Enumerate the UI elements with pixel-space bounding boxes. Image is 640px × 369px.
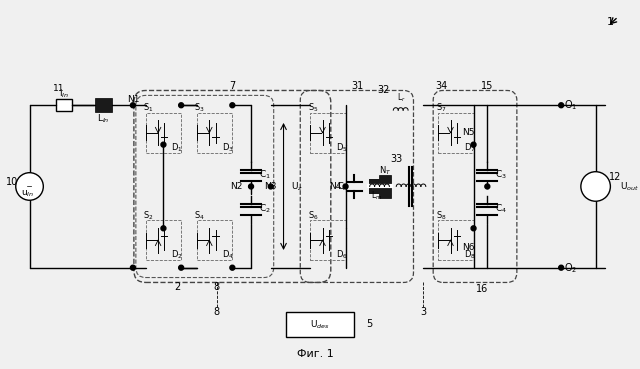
Circle shape xyxy=(485,184,490,189)
Bar xyxy=(379,175,391,198)
Text: D$_7$: D$_7$ xyxy=(464,141,476,154)
Text: 3: 3 xyxy=(420,307,426,317)
Text: i$_{In}$: i$_{In}$ xyxy=(59,87,69,100)
Text: S$_1$: S$_1$ xyxy=(143,102,154,114)
Circle shape xyxy=(343,184,348,189)
Bar xyxy=(310,113,346,152)
Text: D$_3$: D$_3$ xyxy=(223,141,234,154)
Text: u$_{In}$: u$_{In}$ xyxy=(21,188,34,199)
Circle shape xyxy=(230,265,235,270)
Text: N4: N4 xyxy=(330,182,342,191)
Text: 34: 34 xyxy=(435,80,447,90)
Circle shape xyxy=(559,103,564,108)
Text: D$_8$: D$_8$ xyxy=(463,249,476,261)
Bar xyxy=(285,312,355,337)
Text: 15: 15 xyxy=(481,80,493,90)
Text: S$_7$: S$_7$ xyxy=(436,102,446,114)
Text: C$_4$: C$_4$ xyxy=(495,203,507,215)
Text: C$_1$: C$_1$ xyxy=(259,168,271,181)
Text: S$_6$: S$_6$ xyxy=(308,209,319,222)
Text: 33: 33 xyxy=(390,154,403,164)
Circle shape xyxy=(161,226,166,231)
Circle shape xyxy=(161,142,166,147)
Text: N$_T$: N$_T$ xyxy=(379,165,391,177)
Bar xyxy=(197,220,232,260)
Circle shape xyxy=(131,265,136,270)
Text: D$_4$: D$_4$ xyxy=(223,249,234,261)
Circle shape xyxy=(471,142,476,147)
Text: 7: 7 xyxy=(229,80,236,90)
Text: U$_z$: U$_z$ xyxy=(291,180,303,193)
Bar xyxy=(310,220,346,260)
Text: L$_m$: L$_m$ xyxy=(371,189,383,201)
Text: 5: 5 xyxy=(366,319,372,329)
Circle shape xyxy=(471,226,476,231)
Text: 8: 8 xyxy=(214,282,220,292)
Circle shape xyxy=(131,103,136,108)
Circle shape xyxy=(179,103,184,108)
Text: 11: 11 xyxy=(53,84,65,93)
Bar xyxy=(146,113,181,152)
Text: N2: N2 xyxy=(230,182,242,191)
Text: 8: 8 xyxy=(214,307,220,317)
Circle shape xyxy=(16,173,44,200)
Circle shape xyxy=(559,265,564,270)
Text: C$_r$: C$_r$ xyxy=(337,180,348,193)
Bar xyxy=(369,179,391,194)
Text: C$_2$: C$_2$ xyxy=(259,203,271,215)
Text: U$_{des}$: U$_{des}$ xyxy=(310,318,330,331)
Text: N6: N6 xyxy=(462,244,475,252)
Circle shape xyxy=(268,184,273,189)
Text: S$_3$: S$_3$ xyxy=(195,102,205,114)
Circle shape xyxy=(179,265,184,270)
Text: S$_5$: S$_5$ xyxy=(308,102,318,114)
Bar xyxy=(438,113,474,152)
Text: S$_2$: S$_2$ xyxy=(143,209,154,222)
Bar xyxy=(146,220,181,260)
Text: 10: 10 xyxy=(6,176,18,187)
Text: D$_1$: D$_1$ xyxy=(172,141,183,154)
Text: Фиг. 1: Фиг. 1 xyxy=(297,349,333,359)
Text: C$_3$: C$_3$ xyxy=(495,168,507,181)
Text: O$_2$: O$_2$ xyxy=(564,261,578,275)
Bar xyxy=(197,113,232,152)
Text: N3: N3 xyxy=(264,182,277,191)
Text: O$_1$: O$_1$ xyxy=(564,99,578,112)
Text: S$_8$: S$_8$ xyxy=(436,209,447,222)
Text: N1: N1 xyxy=(127,95,139,104)
Text: D$_5$: D$_5$ xyxy=(336,141,348,154)
Text: 12: 12 xyxy=(609,172,621,182)
Circle shape xyxy=(581,172,611,201)
Text: D$_6$: D$_6$ xyxy=(336,249,348,261)
Text: D$_2$: D$_2$ xyxy=(172,249,183,261)
Bar xyxy=(438,220,474,260)
Text: U$_{out}$: U$_{out}$ xyxy=(620,180,639,193)
Text: 1: 1 xyxy=(607,17,614,27)
Text: N5: N5 xyxy=(462,128,475,137)
Text: 32: 32 xyxy=(378,86,390,96)
Text: 16: 16 xyxy=(476,284,488,294)
Text: S$_4$: S$_4$ xyxy=(195,209,205,222)
Text: 31: 31 xyxy=(351,80,364,90)
Text: 2: 2 xyxy=(174,282,180,292)
Text: L$_r$: L$_r$ xyxy=(397,91,406,104)
Bar xyxy=(95,99,112,112)
Bar xyxy=(56,99,72,111)
Text: L$_{In}$: L$_{In}$ xyxy=(97,113,109,125)
Circle shape xyxy=(230,103,235,108)
Circle shape xyxy=(248,184,253,189)
